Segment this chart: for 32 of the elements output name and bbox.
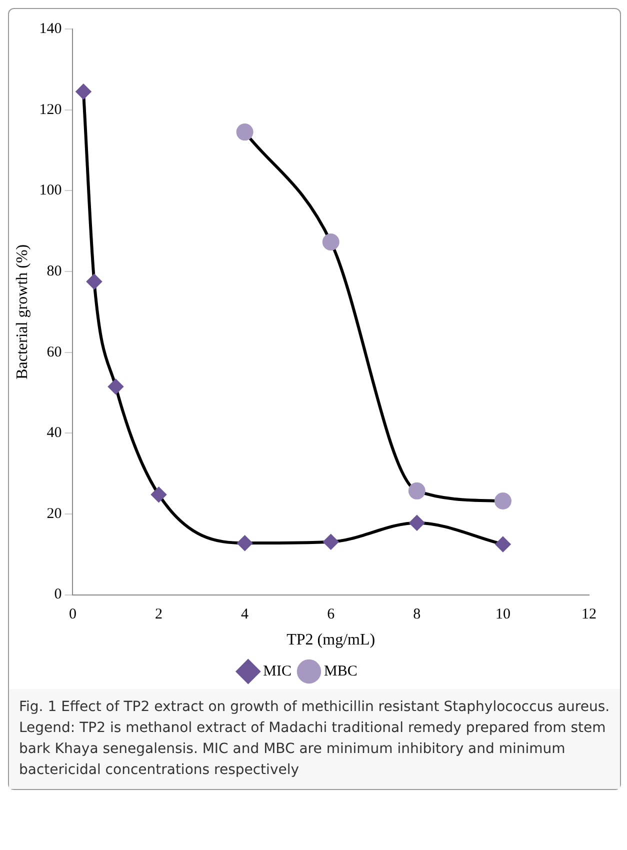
x-tick-label: 10 [495, 606, 510, 623]
point [322, 233, 340, 250]
y-tick-label: 40 [46, 425, 62, 442]
y-tick-label: 0 [54, 586, 62, 603]
point [86, 274, 102, 290]
point [323, 534, 338, 550]
legend-label: MBC [324, 663, 358, 680]
x-axis-title: TP2 (mg/mL) [286, 632, 376, 649]
y-tick-label: 100 [39, 182, 62, 199]
y-tick-label: 120 [39, 102, 62, 118]
caption: Fig. 1 Effect of TP2 extract on growth of methicillin resistant Staphylococcus aureus. Legend: TP2 is methanol extract of Madachi traditional remedy prepared from stem bark Khaya senegalensis. MIC and MBC are minimum inhibitory and minimum bactericidal concentrations respectively [9, 689, 620, 789]
point [108, 379, 124, 394]
point [237, 536, 252, 551]
y-tick-label: 20 [46, 506, 62, 522]
point [408, 482, 426, 500]
point [495, 536, 510, 552]
point [494, 492, 512, 510]
point [151, 487, 166, 502]
y-tick-label: 80 [46, 263, 62, 280]
x-tick-label: 12 [582, 606, 596, 623]
point [409, 515, 424, 530]
point [76, 84, 91, 100]
x-tick-label: 8 [413, 606, 421, 623]
x-tick-label: 6 [327, 606, 336, 623]
y-tick-label: 60 [46, 344, 62, 360]
x-tick-label: 0 [68, 606, 76, 623]
point [236, 124, 254, 141]
y-axis-title: Bacterial growth (%) [14, 244, 31, 380]
y-tick-label: 140 [39, 20, 62, 37]
x-tick-label: 4 [241, 606, 250, 623]
x-tick-label: 2 [155, 606, 162, 623]
legend-label: MIC [263, 663, 292, 680]
